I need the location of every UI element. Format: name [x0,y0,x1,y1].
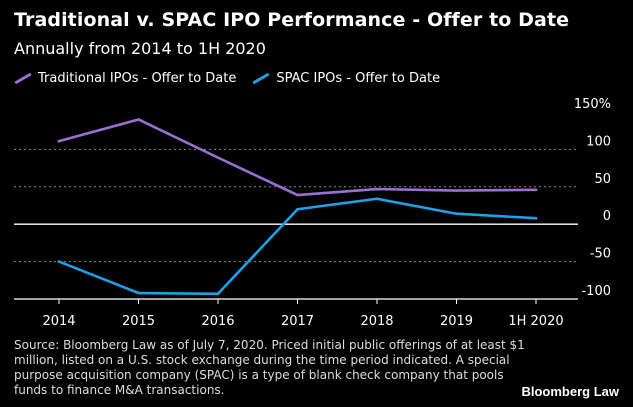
data-point-spac-2018 [375,197,379,201]
series-line-traditional [57,118,538,197]
data-point-spac-2017 [296,207,299,211]
legend-label-traditional: Traditional IPOs - Offer to Date [38,71,237,86]
data-point-traditional-2015 [137,118,140,121]
x-tick-label-2014: 2014 [42,314,75,329]
y-tick-label-50: 50 [594,172,611,187]
legend-item-traditional: Traditional IPOs - Offer to Date [14,71,236,86]
y-tick-label-150: 150% [574,97,611,112]
x-tick-label-2017: 2017 [281,314,314,329]
chart-subtitle: Annually from 2014 to 1H 2020 [14,39,266,58]
data-point-traditional-2019 [455,189,458,192]
data-point-spac-1H-2020 [534,216,538,220]
data-point-spac-2019 [455,212,458,216]
x-tick-label-2019: 2019 [440,314,473,329]
y-tick-label-0: 0 [603,209,611,224]
data-point-traditional-2017 [296,193,299,197]
source-note: Source: Bloomberg Law as of July 7, 2020… [14,338,525,397]
data-point-traditional-2014 [57,139,61,143]
brand-logo: Bloomberg Law [521,384,619,399]
y-tick-label-100: 100 [586,134,611,149]
legend-label-spac: SPAC IPOs - Offer to Date [276,71,441,86]
legend-item-spac: SPAC IPOs - Offer to Date [252,71,440,86]
y-tick-label--50: -50 [590,247,611,262]
chart-title: Traditional v. SPAC IPO Performance - Of… [14,9,570,31]
series-line-spac [57,197,538,296]
data-point-spac-2014 [57,260,61,263]
x-tick-label-2018: 2018 [360,314,393,329]
data-point-traditional-2016 [216,156,220,159]
legend: Traditional IPOs - Offer to Date SPAC IP… [14,71,456,86]
data-point-traditional-2018 [375,187,379,191]
data-point-spac-2015 [137,291,140,295]
x-tick-label-2015: 2015 [122,314,155,329]
x-tick-label-2016: 2016 [201,314,234,329]
data-point-spac-2016 [216,292,220,296]
x-tick-label-1H 2020: 1H 2020 [508,314,563,329]
y-tick-label--100: -100 [581,284,611,299]
data-point-traditional-1H-2020 [534,188,538,192]
